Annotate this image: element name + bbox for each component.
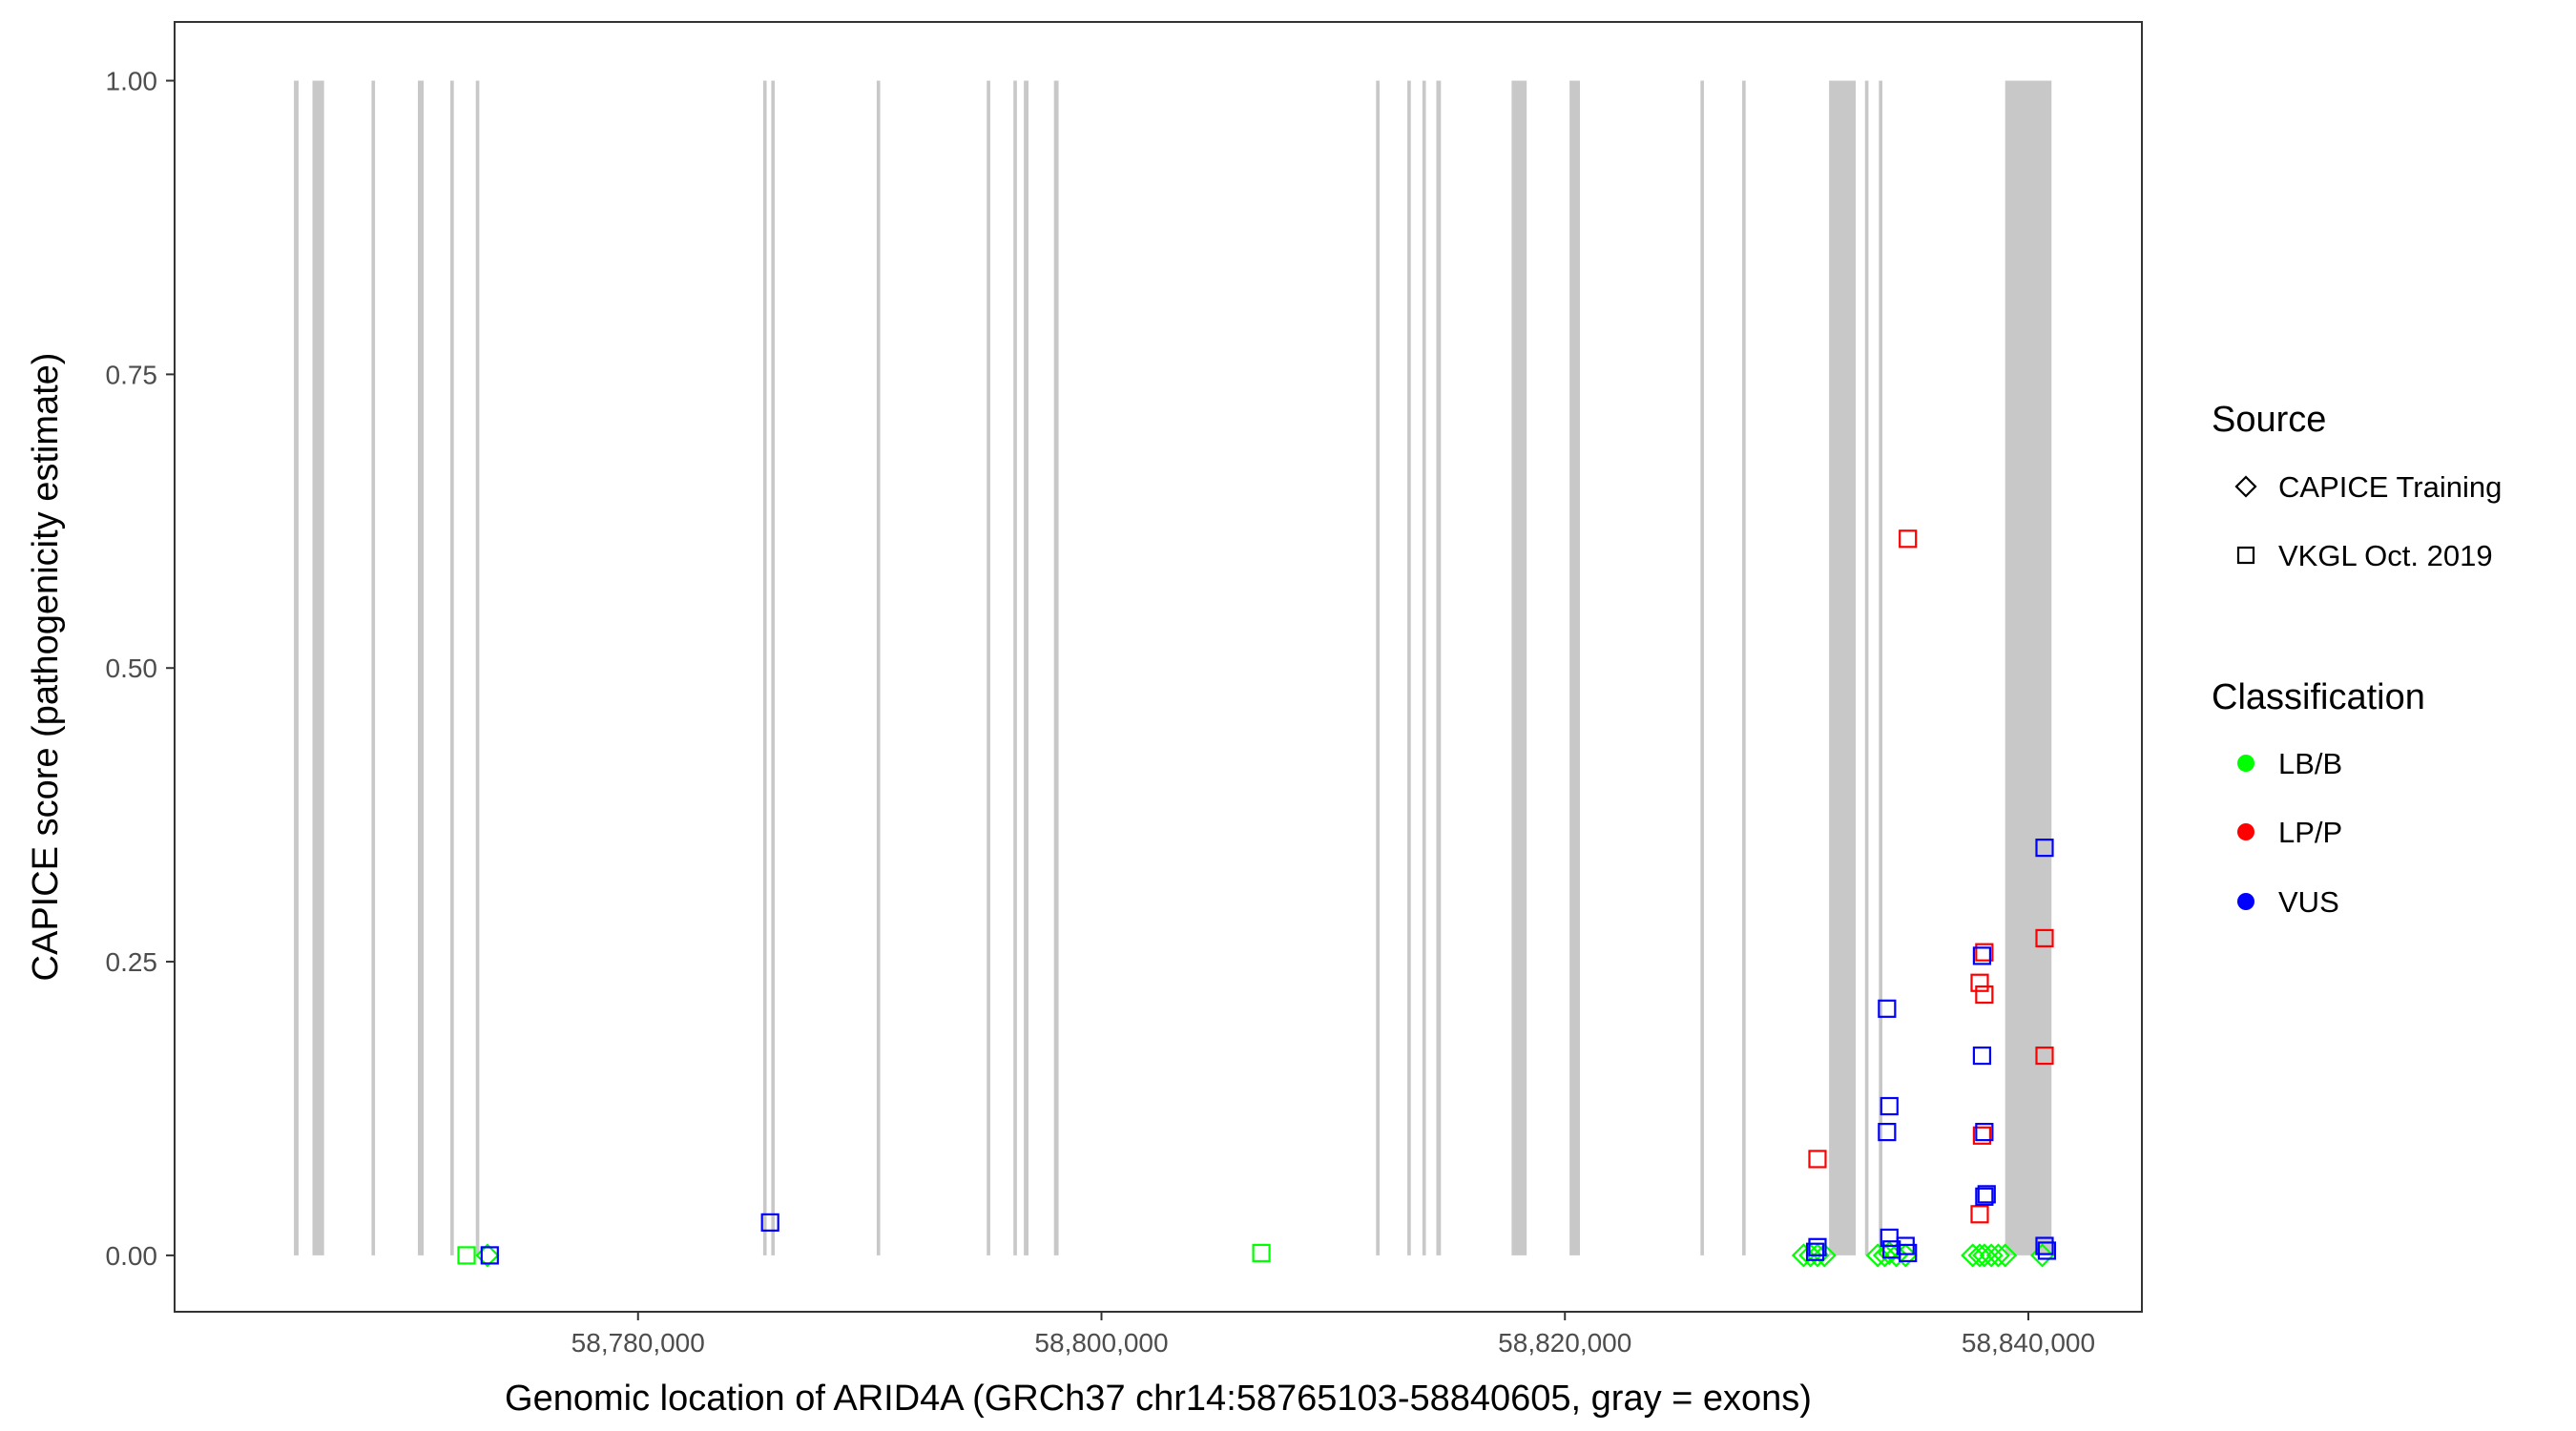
y-tick-label: 0.25 (106, 947, 158, 977)
diamond-point (1872, 1243, 1897, 1268)
exon-band (1864, 80, 1869, 1255)
x-axis: 58,780,000 58,800,000 58,820,000 58,840,000 (571, 1312, 2095, 1358)
legend-key-dot (2237, 755, 2254, 772)
square-point (2037, 1241, 2057, 1260)
exon-band (2005, 80, 2052, 1255)
diamond-point (1893, 1243, 1918, 1268)
square-point (480, 1246, 499, 1265)
diamond-point (1967, 1243, 1992, 1268)
exon-band (1376, 80, 1380, 1255)
square-point (1972, 946, 1992, 965)
exon-band (1024, 80, 1028, 1255)
square-point (1808, 1237, 1827, 1256)
legend-title-source: Source (2212, 400, 2326, 440)
x-tick-label: 58,800,000 (1034, 1328, 1168, 1358)
legend-label: CAPICE Training (2278, 470, 2502, 504)
legend-label: VKGL Oct. 2019 (2278, 539, 2493, 572)
diamond-point (1805, 1243, 1830, 1268)
square-point (457, 1246, 476, 1265)
exon-bands (294, 80, 2052, 1255)
diamond-point (1985, 1243, 2010, 1268)
y-tick-label: 0.00 (106, 1241, 158, 1271)
square-point (1975, 1187, 1994, 1206)
diamond-point (1877, 1240, 1901, 1265)
x-tick-label: 58,820,000 (1498, 1328, 1631, 1358)
square-point (1977, 1185, 1996, 1204)
square-point (1899, 529, 1918, 549)
diamond-point (1865, 1243, 1890, 1268)
square-point (1808, 1150, 1827, 1169)
exon-band (418, 80, 425, 1255)
exon-band (1829, 80, 1857, 1255)
square-point (1805, 1242, 1825, 1261)
y-axis-title: CAPICE score (pathogenicity estimate) (26, 353, 66, 982)
legend-title-classification: Classification (2212, 677, 2425, 717)
exon-band (1700, 80, 1704, 1255)
square-point (1252, 1243, 1271, 1263)
square-point (1972, 1126, 1992, 1145)
square-point (1975, 1123, 1994, 1142)
exon-band (450, 80, 454, 1255)
exon-band (1422, 80, 1426, 1255)
square-point (1970, 1205, 1989, 1224)
exon-band (1436, 80, 1442, 1255)
data-points (457, 529, 2057, 1268)
square-point (1899, 1243, 1918, 1263)
x-tick-label: 58,780,000 (571, 1328, 705, 1358)
exon-band (762, 80, 767, 1255)
exon-band (312, 80, 324, 1255)
diamond-point (1883, 1243, 1909, 1268)
legend-key-square (2236, 546, 2255, 565)
square-point (2035, 928, 2054, 948)
diamond-point (1993, 1243, 2018, 1268)
square-point (1975, 943, 1994, 962)
square-point (1970, 973, 1989, 992)
square-point (1975, 985, 1994, 1005)
square-point (1878, 1123, 1897, 1142)
exon-band (876, 80, 881, 1255)
diamond-point (1812, 1243, 1837, 1268)
x-axis-title: Genomic location of ARID4A (GRCh37 chr14… (505, 1379, 1812, 1419)
square-point (1896, 1236, 1915, 1255)
exon-band (1569, 80, 1581, 1255)
square-point (1972, 1046, 1992, 1066)
legend-label: LB/B (2278, 747, 2342, 780)
square-point (1878, 999, 1897, 1018)
legend-label: LP/P (2278, 816, 2342, 849)
x-tick-label: 58,840,000 (1962, 1328, 2095, 1358)
legend: Source CAPICE Training VKGL Oct. 2019 Class… (2212, 400, 2502, 919)
square-point (2035, 1046, 2054, 1066)
square-point (2035, 1236, 2054, 1255)
diamond-point (2030, 1243, 2055, 1268)
y-tick-label: 0.50 (106, 653, 158, 683)
y-tick-label: 1.00 (106, 67, 158, 96)
legend-key-diamond (2234, 475, 2257, 498)
exon-band (1742, 80, 1746, 1255)
exon-band (1879, 80, 1882, 1255)
legend-key-dot (2237, 823, 2254, 840)
exon-band (1053, 80, 1059, 1255)
exon-band (771, 80, 776, 1255)
exon-band (371, 80, 376, 1255)
diamond-point (1961, 1243, 1985, 1268)
exon-band (1013, 80, 1017, 1255)
square-point (2035, 839, 2054, 858)
exon-band (987, 80, 990, 1255)
diamond-point (475, 1243, 500, 1268)
y-tick-label: 0.75 (106, 360, 158, 389)
square-point (760, 1213, 779, 1233)
exon-band (1407, 80, 1411, 1255)
exon-band (294, 80, 299, 1255)
plot-panel-border (174, 21, 2143, 1313)
exon-band (1511, 80, 1527, 1255)
exon-band (475, 80, 480, 1255)
y-axis: 0.00 0.25 0.50 0.75 1.00 (106, 67, 175, 1271)
legend-label: VUS (2278, 885, 2339, 919)
legend-key-dot (2237, 893, 2254, 910)
square-point (1880, 1096, 1899, 1116)
